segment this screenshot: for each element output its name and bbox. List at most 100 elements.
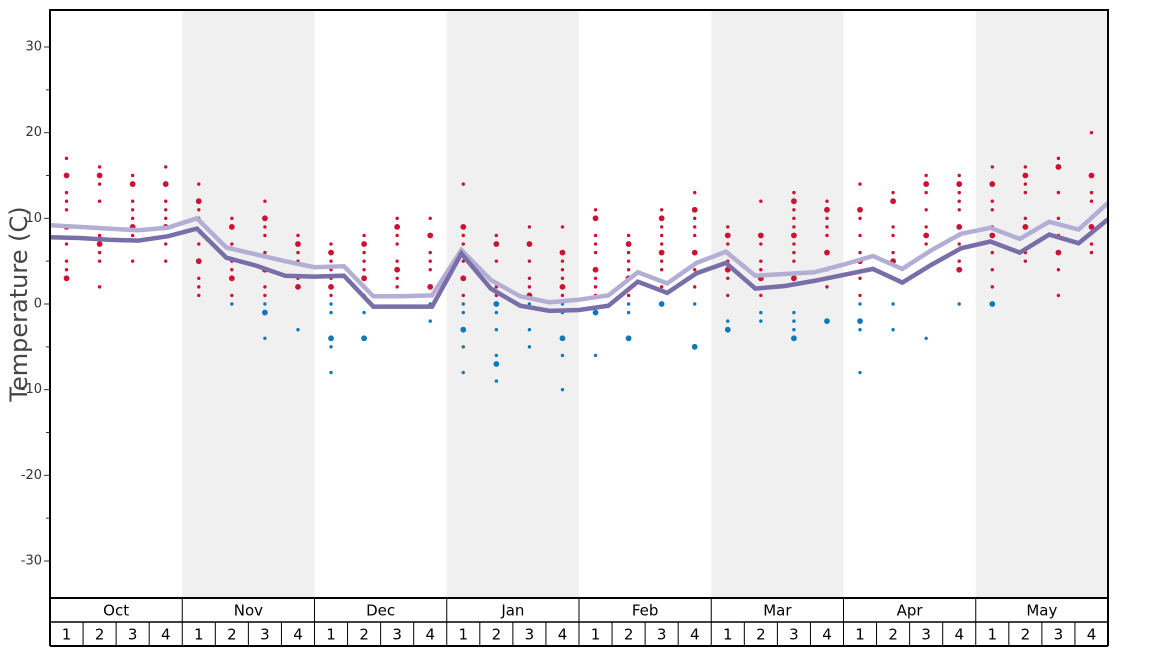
- week-label: 1: [591, 626, 601, 644]
- warm-observation-dot: [593, 250, 598, 255]
- warm-observation-dot: [1088, 172, 1095, 179]
- warm-observation-dot: [195, 198, 202, 205]
- warm-observation-dot: [1023, 182, 1028, 186]
- week-label: 3: [657, 626, 667, 644]
- warm-observation-dot: [626, 250, 631, 255]
- warm-observation-dot: [759, 242, 763, 246]
- warm-observation-dot: [626, 259, 631, 263]
- cold-observation-dot: [461, 345, 465, 349]
- cold-observation-dot: [494, 379, 499, 383]
- warm-observation-dot: [757, 232, 764, 239]
- warm-observation-dot: [230, 242, 234, 246]
- warm-observation-dot: [990, 250, 994, 255]
- warm-observation-dot: [693, 285, 697, 289]
- week-label: 2: [1021, 626, 1031, 644]
- warm-observation-dot: [228, 275, 235, 282]
- cold-observation-dot: [494, 353, 499, 358]
- warm-observation-dot: [956, 181, 963, 187]
- cold-observation-dot: [726, 319, 730, 323]
- plot-frame: [49, 9, 1109, 599]
- week-label: 1: [855, 626, 865, 644]
- week-label: 2: [624, 626, 634, 644]
- warm-observation-dot: [659, 233, 664, 238]
- warm-observation-dot: [130, 216, 135, 221]
- warm-observation-dot: [427, 232, 434, 239]
- warm-observation-dot: [858, 216, 862, 221]
- y-tick-label: 10: [25, 211, 42, 226]
- cold-observation-dot: [792, 328, 796, 332]
- warm-observation-dot: [791, 232, 797, 239]
- week-label: 2: [359, 626, 369, 644]
- warm-observation-dot: [263, 199, 267, 203]
- week-label: 1: [988, 626, 998, 644]
- cold-observation-dot: [362, 310, 366, 315]
- warm-observation-dot: [792, 242, 796, 246]
- warm-observation-dot: [362, 250, 366, 255]
- warm-observation-dot: [1023, 165, 1028, 169]
- warm-observation-dot: [990, 268, 994, 272]
- month-label: Dec: [366, 602, 395, 620]
- warm-observation-dot: [164, 199, 168, 203]
- warm-observation-dot: [691, 249, 698, 256]
- warm-observation-dot: [97, 259, 102, 263]
- warm-observation-dot: [197, 285, 201, 289]
- week-label: 1: [723, 626, 733, 644]
- warm-observation-dot: [626, 268, 631, 272]
- warm-observation-dot: [295, 241, 301, 247]
- y-axis-title: Temperature (C): [5, 206, 33, 402]
- cold-observation-dot: [592, 309, 599, 316]
- warm-observation-dot: [64, 268, 69, 272]
- warm-observation-dot: [890, 198, 896, 205]
- warm-observation-dot: [130, 199, 135, 203]
- warm-observation-dot: [395, 233, 399, 238]
- warm-observation-dot: [64, 242, 69, 246]
- month-label: Mar: [763, 602, 792, 620]
- warm-observation-dot: [362, 259, 366, 263]
- warm-observation-dot: [96, 241, 103, 247]
- warm-observation-dot: [97, 182, 102, 186]
- month-label: May: [1026, 602, 1057, 620]
- week-label: 3: [525, 626, 535, 644]
- warm-observation-dot: [526, 241, 533, 247]
- cold-observation-dot: [759, 310, 763, 315]
- y-tick-label: 30: [25, 40, 42, 55]
- cold-observation-dot: [858, 370, 862, 375]
- y-tick-label: 0: [34, 297, 42, 312]
- warm-observation-dot: [130, 233, 135, 238]
- warm-observation-dot: [559, 249, 566, 256]
- cold-observation-dot: [891, 302, 895, 306]
- week-label: 4: [954, 626, 964, 644]
- month-bands: [182, 10, 1108, 598]
- y-axis: -30 -20 -10 0 10 20 30: [21, 40, 50, 569]
- warm-observation-dot: [361, 275, 367, 282]
- cold-observation-dot: [361, 335, 367, 342]
- warm-observation-dot: [1055, 164, 1062, 170]
- week-label: 3: [392, 626, 402, 644]
- week-label: 4: [161, 626, 171, 644]
- warm-observation-dot: [460, 275, 467, 282]
- warm-observation-dot: [129, 181, 136, 187]
- warm-observation-dot: [63, 275, 70, 282]
- warm-observation-dot: [825, 225, 829, 229]
- cold-observation-dot: [560, 353, 565, 358]
- warm-observation-dot: [263, 250, 267, 255]
- warm-observation-dot: [1056, 268, 1061, 272]
- warm-observation-dot: [197, 208, 201, 212]
- warm-observation-dot: [164, 242, 168, 246]
- month-band: [975, 10, 1108, 598]
- warm-observation-dot: [923, 181, 930, 187]
- warm-observation-dot: [1023, 216, 1028, 221]
- week-label: 1: [194, 626, 204, 644]
- warm-observation-dot: [659, 285, 664, 289]
- warm-observation-dot: [263, 285, 267, 289]
- warm-observation-dot: [1056, 156, 1061, 161]
- warm-observation-dot: [527, 259, 532, 263]
- warm-observation-dot: [329, 259, 333, 263]
- warm-observation-dot: [328, 283, 334, 290]
- month-band: [711, 10, 844, 598]
- warm-observation-dot: [96, 172, 103, 179]
- cold-observation-dot: [296, 328, 300, 332]
- warm-observation-dot: [262, 215, 268, 222]
- week-label: 3: [1054, 626, 1064, 644]
- warm-observation-dot: [295, 283, 301, 290]
